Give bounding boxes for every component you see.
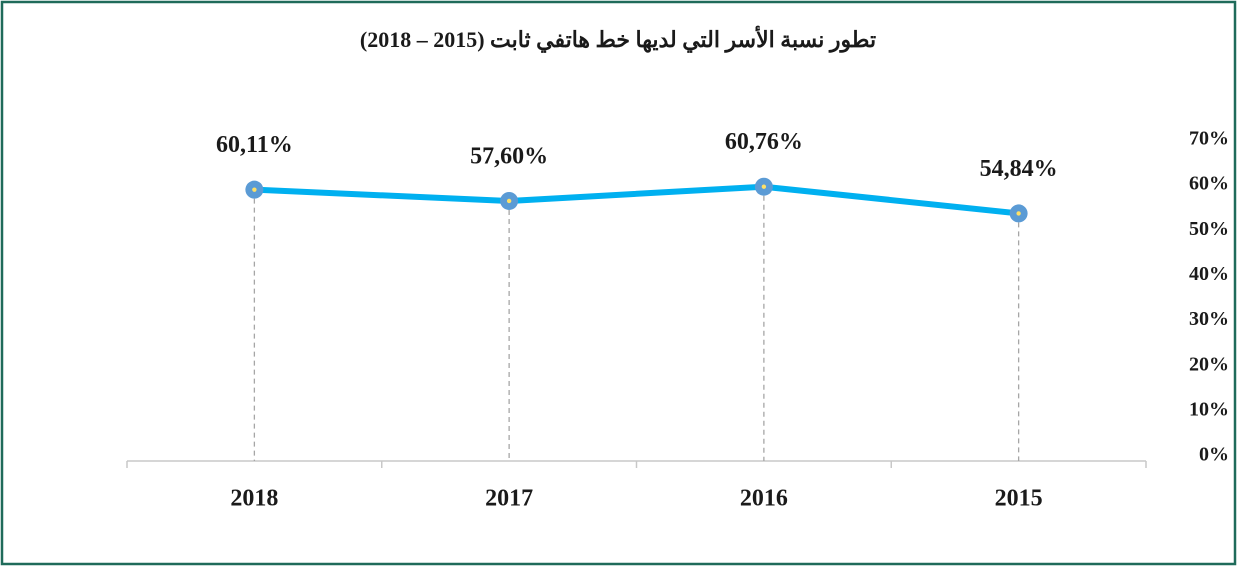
data-point-center (252, 187, 257, 192)
x-tick-label: 2017 (485, 486, 533, 512)
data-point-center (506, 198, 512, 204)
y-tick-label: 50% (1189, 218, 1229, 240)
y-tick-label: 70% (1189, 128, 1229, 150)
data-label: 57,60% (470, 143, 548, 169)
x-tick-label: 2016 (740, 486, 788, 512)
x-tick-label: 2015 (995, 486, 1043, 512)
chart-title: تطور نسبة الأسر التي لديها خط هاتفي ثابت… (360, 25, 876, 53)
y-tick-label: 10% (1189, 398, 1229, 420)
data-point-center (761, 184, 767, 189)
y-tick-label: 30% (1189, 308, 1229, 330)
data-point-center (1016, 211, 1021, 216)
x-tick-label: 2018 (230, 486, 278, 512)
data-line (254, 183, 1019, 217)
y-tick-label: 60% (1189, 173, 1229, 195)
data-label: 60,11% (216, 132, 293, 158)
data-label: 60,76% (725, 129, 803, 155)
y-tick-label: 0% (1199, 444, 1229, 466)
y-tick-label: 20% (1189, 353, 1229, 375)
y-tick-label: 40% (1189, 263, 1229, 285)
data-label: 54,84% (980, 156, 1058, 182)
